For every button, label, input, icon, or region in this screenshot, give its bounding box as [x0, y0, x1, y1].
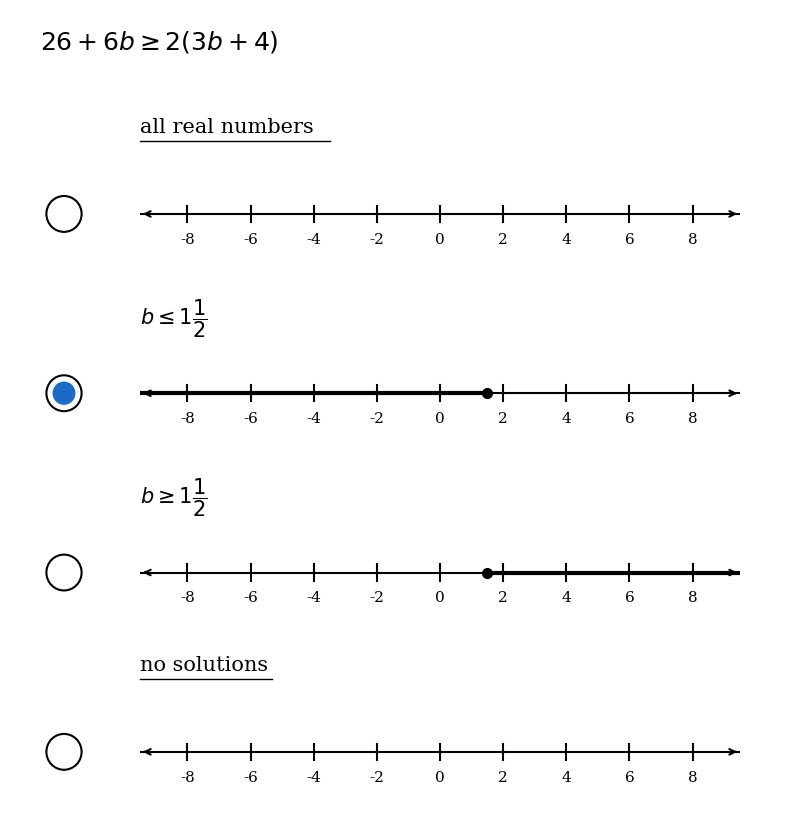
Text: 8: 8 — [688, 771, 698, 785]
Text: 2: 2 — [498, 233, 508, 247]
Text: -8: -8 — [180, 592, 194, 606]
Text: -2: -2 — [370, 771, 384, 785]
Text: all real numbers: all real numbers — [140, 118, 314, 137]
Text: -8: -8 — [180, 771, 194, 785]
Text: 6: 6 — [625, 771, 634, 785]
Text: 2: 2 — [498, 412, 508, 426]
Text: 6: 6 — [625, 233, 634, 247]
Text: -4: -4 — [306, 592, 321, 606]
Text: 4: 4 — [562, 233, 571, 247]
Text: -6: -6 — [243, 412, 258, 426]
Text: -2: -2 — [370, 412, 384, 426]
Text: 8: 8 — [688, 412, 698, 426]
Text: -6: -6 — [243, 592, 258, 606]
Text: $b \leq 1\dfrac{1}{2}$: $b \leq 1\dfrac{1}{2}$ — [140, 297, 207, 340]
Text: -4: -4 — [306, 771, 321, 785]
Text: 4: 4 — [562, 592, 571, 606]
Text: 2: 2 — [498, 592, 508, 606]
Text: -2: -2 — [370, 233, 384, 247]
Text: -2: -2 — [370, 592, 384, 606]
Text: 4: 4 — [562, 412, 571, 426]
Text: 8: 8 — [688, 233, 698, 247]
Text: -6: -6 — [243, 771, 258, 785]
Text: 2: 2 — [498, 771, 508, 785]
Text: no solutions: no solutions — [140, 656, 268, 675]
Text: 0: 0 — [435, 771, 445, 785]
Text: $26 + 6b \geq 2(3b + 4)$: $26 + 6b \geq 2(3b + 4)$ — [40, 29, 278, 55]
Text: 8: 8 — [688, 592, 698, 606]
Text: 0: 0 — [435, 592, 445, 606]
Text: 4: 4 — [562, 771, 571, 785]
Text: $b \geq 1\dfrac{1}{2}$: $b \geq 1\dfrac{1}{2}$ — [140, 477, 207, 519]
Text: 6: 6 — [625, 592, 634, 606]
Text: 0: 0 — [435, 412, 445, 426]
Text: -4: -4 — [306, 233, 321, 247]
Text: -4: -4 — [306, 412, 321, 426]
Text: 0: 0 — [435, 233, 445, 247]
Text: -8: -8 — [180, 233, 194, 247]
Text: -6: -6 — [243, 233, 258, 247]
Text: -8: -8 — [180, 412, 194, 426]
Text: 6: 6 — [625, 412, 634, 426]
